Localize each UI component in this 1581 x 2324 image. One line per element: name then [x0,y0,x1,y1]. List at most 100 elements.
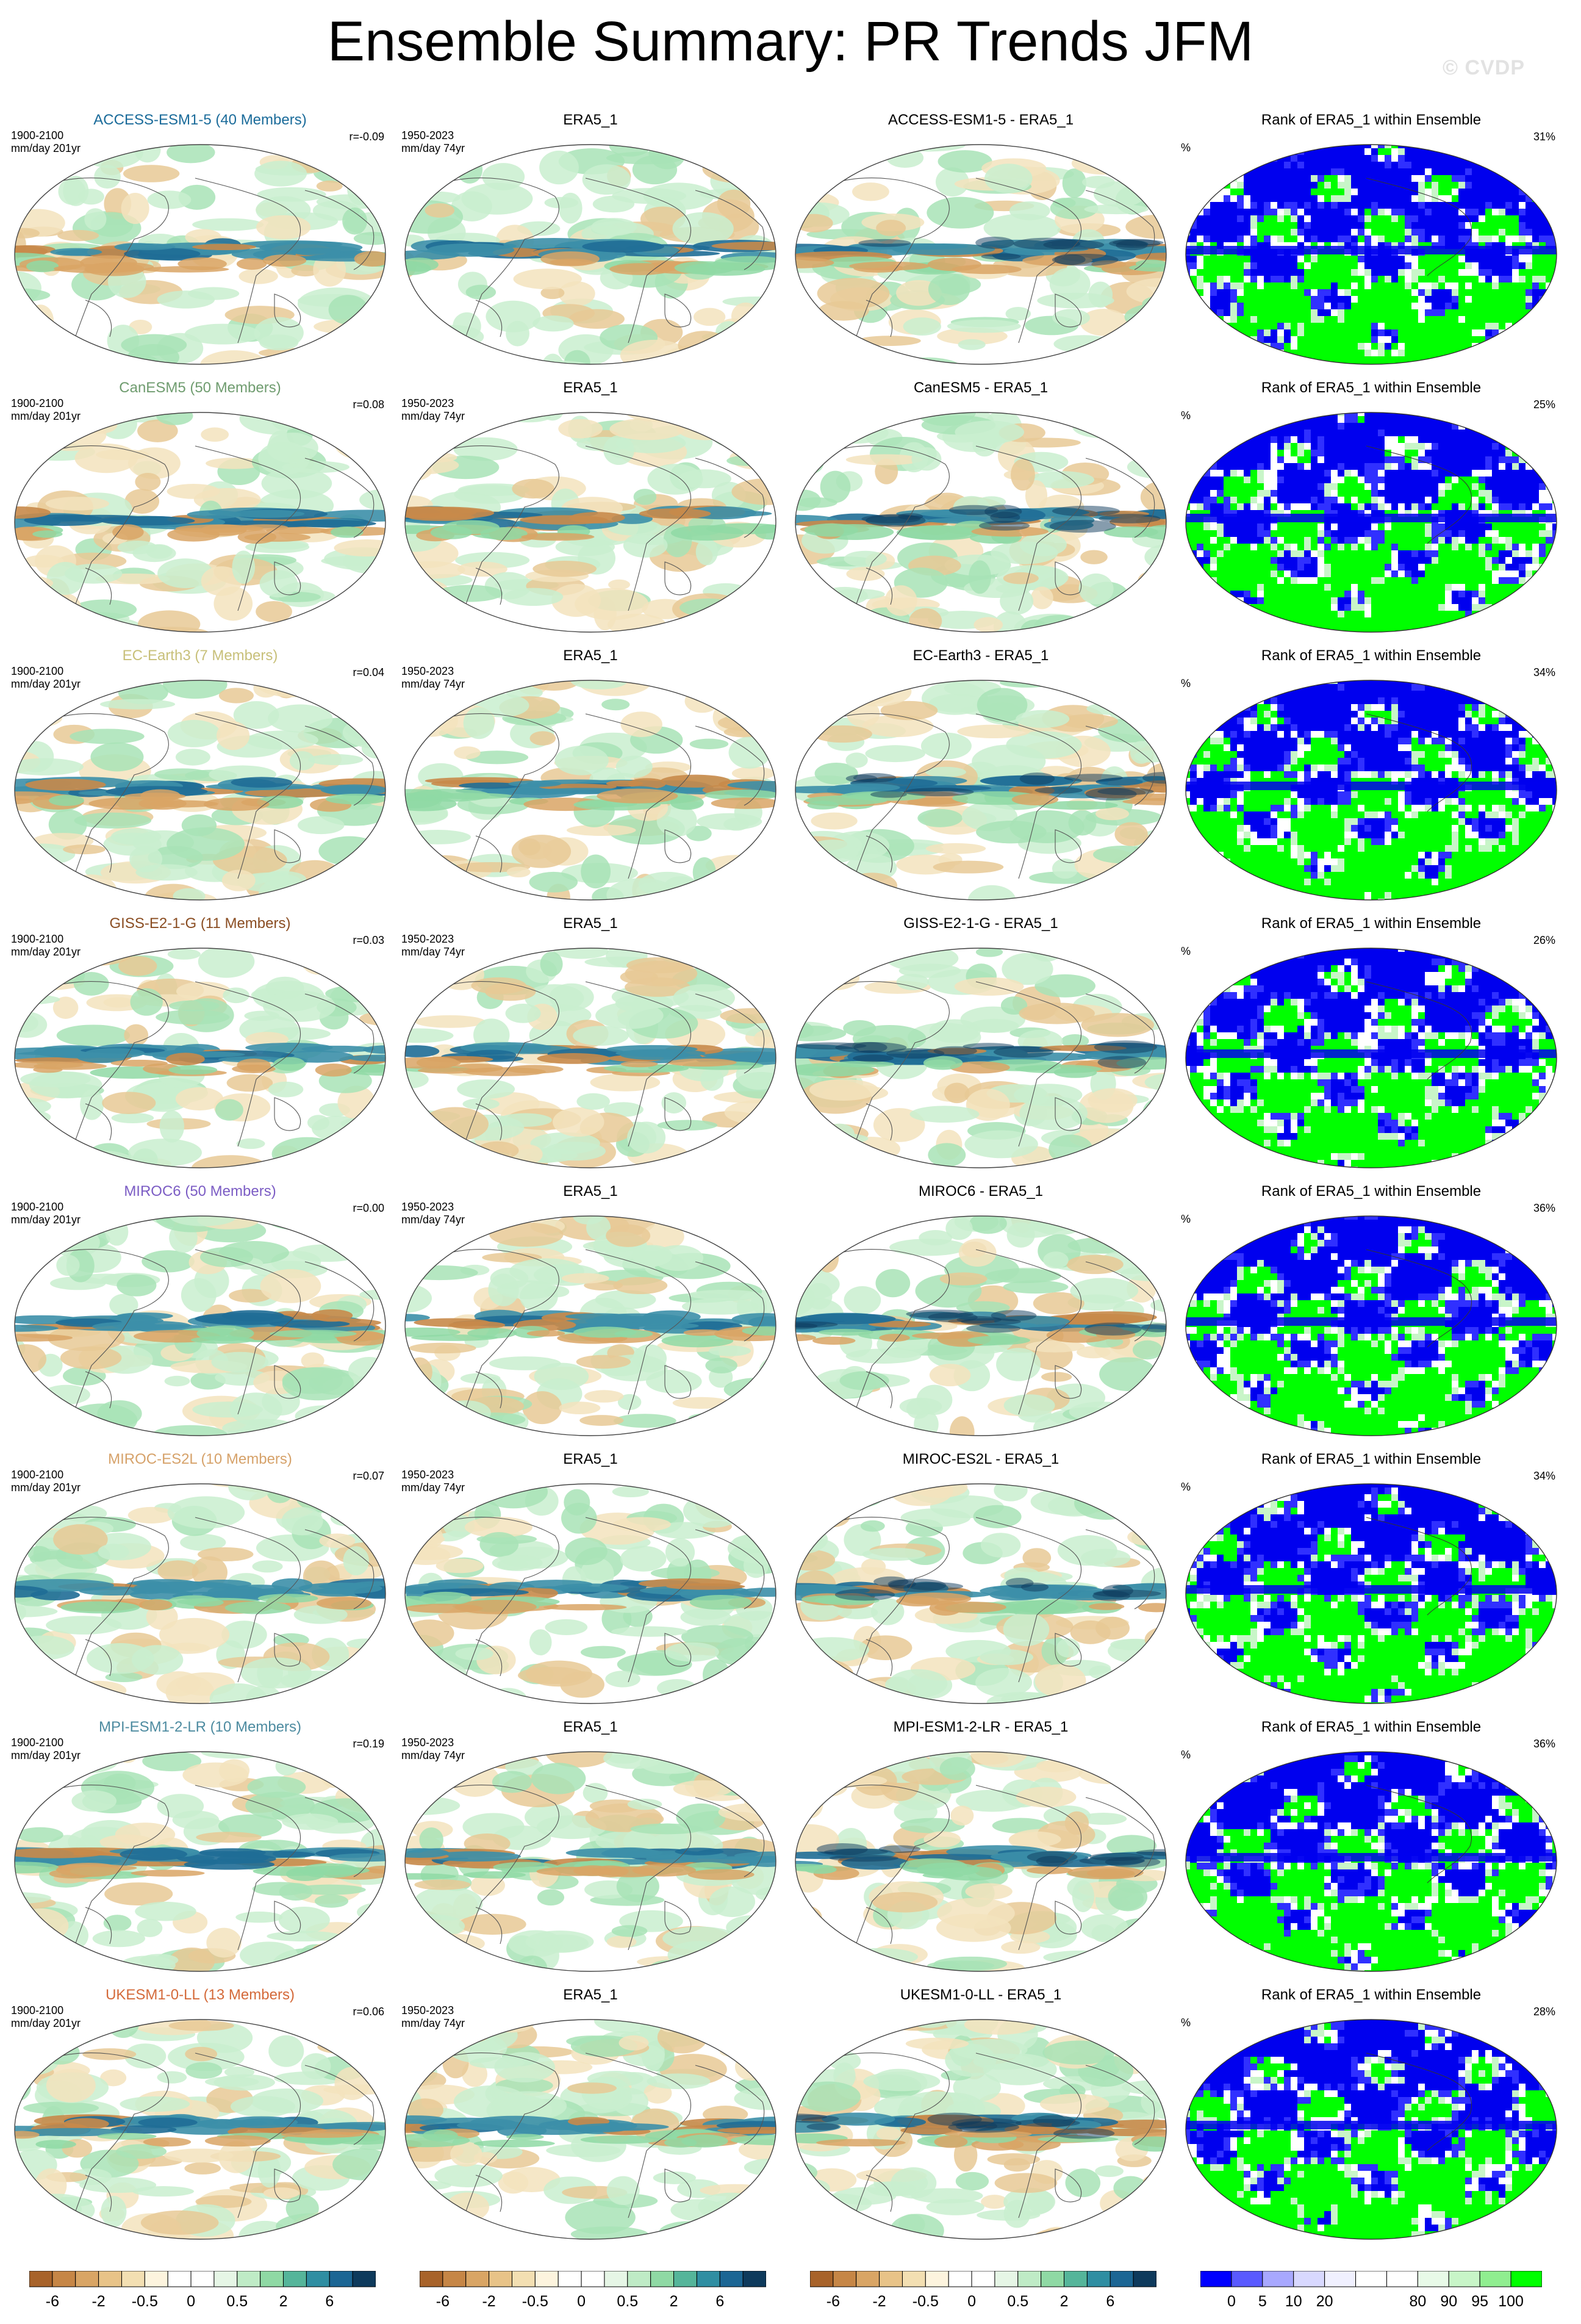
panel-observations: ERA5_1 1950-2023 mm/day 74yr [395,1450,786,1718]
diff-trend-map [795,680,1167,901]
panel-model-ensemble-mean: MIROC-ES2L (10 Members) 1900-2100 mm/day 2… [5,1450,395,1718]
colorbar-swatch [650,2271,675,2287]
panel-rank: Rank of ERA5_1 within Ensemble% 26% [1176,915,1566,1182]
panel-title-obs: ERA5_1 [563,380,618,396]
colorbar-swatch [1262,2271,1294,2287]
period-years: 1900-2100 [11,397,64,409]
rank-map [1185,1483,1557,1704]
panel-title-diff: UKESM1-0-LL - ERA5_1 [900,1987,1062,2003]
rank-percentage: 34% [1533,1470,1555,1482]
rank-map [1185,2019,1557,2240]
colorbar-tick-label: 0 [1227,2293,1236,2310]
colorbar-swatch [1110,2271,1134,2287]
colorbar-obs-trend: -6 -2 -0.5 0 0.5 2 6 [420,2265,766,2320]
colorbar-swatch [1417,2271,1449,2287]
colorbar-swatch [604,2271,628,2287]
colorbar-tick-label: 80 [1409,2293,1427,2310]
rank-percentage: 31% [1533,131,1555,143]
panel-model-ensemble-mean: ACCESS-ESM1-5 (40 Members) 1900-2100 mm/da… [5,111,395,378]
pattern-correlation: r=0.04 [353,666,384,678]
pattern-correlation: r=0.08 [353,398,384,411]
obs-trend-map [404,680,776,901]
diff-trend-map [795,412,1167,633]
panel-title-obs: ERA5_1 [563,647,618,664]
panel-rank: Rank of ERA5_1 within Ensemble% 34% [1176,647,1566,914]
diff-trend-map [795,1215,1167,1436]
colorbar-swatch [1017,2271,1042,2287]
colorbar-swatch [581,2271,605,2287]
colorbar-swatches [810,2271,1156,2287]
colorbar-swatch [190,2271,215,2287]
period-label: 1900-2100 mm/day 201yr [11,1201,81,1226]
model-trend-map [14,1483,386,1704]
panel-title-rank: Rank of ERA5_1 within Ensemble [1261,1451,1482,1467]
colorbar-swatch [879,2271,903,2287]
diff-trend-map [795,2019,1167,2240]
colorbar-swatch [489,2271,512,2287]
panel-rank: Rank of ERA5_1 within Ensemble% 28% [1176,1986,1566,2253]
colorbar-swatch [213,2271,238,2287]
colorbar-tick-label: 6 [715,2293,725,2310]
panel-rank: Rank of ERA5_1 within Ensemble% 36% [1176,1182,1566,1450]
panel-title-rank: Rank of ERA5_1 within Ensemble [1261,1719,1482,1735]
obs-trend-map [404,144,776,365]
rank-map [1185,948,1557,1168]
colorbar-swatch [29,2271,53,2287]
colorbar-swatch [673,2271,697,2287]
period-units: mm/day 74yr [401,1481,465,1494]
diff-trend-map [795,144,1167,365]
colorbar-tick-label: 6 [325,2293,334,2310]
panel-difference: ACCESS-ESM1-5 - ERA5_1 [786,111,1176,378]
model-trend-map [14,412,386,633]
panel-title-obs: ERA5_1 [563,915,618,932]
colorbar-swatch [971,2271,995,2287]
panel-title-model: MPI-ESM1-2-LR (10 Members) [98,1719,302,1735]
panel-model-ensemble-mean: EC-Earth3 (7 Members) 1900-2100 mm/day 201… [5,647,395,914]
period-years: 1900-2100 [11,933,64,945]
pattern-correlation: r=0.06 [353,2006,384,2018]
period-label: 1950-2023 mm/day 74yr [401,1469,465,1494]
period-label: 1950-2023 mm/day 74yr [401,933,465,959]
period-years: 1950-2023 [401,1736,454,1749]
colorbar-swatch [994,2271,1019,2287]
colorbar-diff-trend: -6 -2 -0.5 0 0.5 2 6 [810,2265,1156,2320]
period-years: 1950-2023 [401,397,454,409]
rank-percentage: 26% [1533,934,1555,946]
diff-trend-map [795,1483,1167,1704]
colorbar-swatch [511,2271,536,2287]
pattern-correlation: r=0.00 [353,1202,384,1214]
rank-unit: % [1181,1481,1191,1493]
panel-difference: UKESM1-0-LL - ERA5_1 [786,1986,1176,2253]
obs-trend-map [404,2019,776,2240]
period-years: 1900-2100 [11,1201,64,1213]
diff-trend-map [795,1751,1167,1972]
colorbar-tick-label: 100 [1498,2293,1524,2310]
colorbar-tick-label: 0 [187,2293,196,2310]
colorbar-swatch [121,2271,145,2287]
rank-percentage: 36% [1533,1738,1555,1750]
panel-title-rank: Rank of ERA5_1 within Ensemble [1261,915,1482,932]
panel-model-ensemble-mean: MPI-ESM1-2-LR (10 Members) 1900-2100 mm/da… [5,1718,395,1985]
period-units: mm/day 74yr [401,2017,465,2029]
panel-title-model: MIROC-ES2L (10 Members) [108,1451,292,1467]
period-units: mm/day 201yr [11,410,81,422]
panel-title-diff: MIROC6 - ERA5_1 [918,1183,1044,1200]
page-title: Ensemble Summary: PR Trends JFM [327,10,1254,73]
rank-unit: % [1181,677,1191,689]
colorbar-swatch [352,2271,376,2287]
period-years: 1900-2100 [11,129,64,142]
period-label: 1950-2023 mm/day 74yr [401,1201,465,1226]
panel-title-diff: GISS-E2-1-G - ERA5_1 [903,915,1058,932]
period-years: 1950-2023 [401,933,454,945]
pattern-correlation: r=0.19 [353,1738,384,1750]
colorbar-swatch [1064,2271,1088,2287]
panel-title-model: MIROC6 (50 Members) [124,1183,276,1200]
rank-unit: % [1181,2016,1191,2029]
colorbar-swatch [810,2271,834,2287]
colorbar-tick-label: 2 [279,2293,288,2310]
period-units: mm/day 201yr [11,142,81,154]
colorbar-swatch [260,2271,284,2287]
panel-observations: ERA5_1 1950-2023 mm/day 74yr [395,1718,786,1985]
period-years: 1950-2023 [401,2004,454,2016]
panel-title-model: ACCESS-ESM1-5 (40 Members) [93,112,307,128]
